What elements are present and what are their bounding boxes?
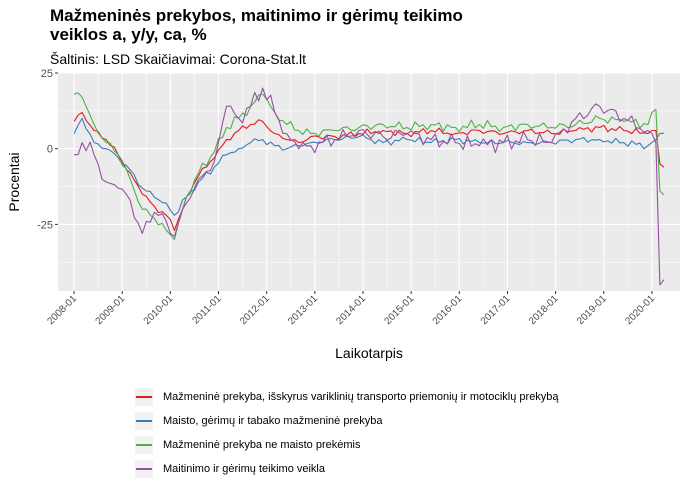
legend-item: Maisto, gėrimų ir tabako mažmeninė preky… bbox=[135, 409, 620, 433]
y-tick-label: 0 bbox=[47, 144, 53, 156]
legend-label: Maitinimo ir gėrimų teikimo veikla bbox=[163, 463, 325, 475]
legend-key bbox=[135, 388, 153, 406]
x-tick-label: 2014-01 bbox=[334, 293, 368, 327]
x-tick-label: 2017-01 bbox=[479, 293, 513, 327]
series-line-2 bbox=[73, 117, 664, 216]
legend-key bbox=[135, 436, 153, 454]
y-tick-label: -25 bbox=[37, 219, 53, 231]
x-tick-label: 2011-01 bbox=[190, 293, 224, 327]
x-tick-label: 2015-01 bbox=[383, 293, 417, 327]
chart-title: Mažmeninės prekybos, maitinimo ir gėrimų… bbox=[50, 6, 463, 44]
x-tick-label: 2016-01 bbox=[431, 293, 465, 327]
x-tick-label: 2009-01 bbox=[94, 293, 128, 327]
x-tick-label: 2013-01 bbox=[286, 293, 320, 327]
x-tick-label: 2010-01 bbox=[142, 293, 176, 327]
series-line-3 bbox=[73, 92, 665, 241]
legend-item: Maitinimo ir gėrimų teikimo veikla bbox=[135, 457, 620, 481]
legend-item: Mažmeninė prekyba ne maisto prekėmis bbox=[135, 433, 620, 457]
x-tick-label: 2018-01 bbox=[527, 293, 561, 327]
y-axis-title: Procentai bbox=[6, 152, 22, 211]
legend-label: Maisto, gėrimų ir tabako mažmeninė preky… bbox=[163, 415, 383, 427]
legend-key bbox=[135, 412, 153, 430]
x-tick-label: 2019-01 bbox=[575, 293, 609, 327]
x-tick-label: 2020-01 bbox=[623, 293, 657, 327]
series-line-4 bbox=[74, 87, 665, 286]
y-tick-label: 25 bbox=[41, 68, 53, 80]
chart-subtitle: Šaltinis: LSD Skaičiavimai: Corona-Stat.… bbox=[50, 51, 306, 67]
x-tick-label: 2012-01 bbox=[238, 293, 272, 327]
legend-item: Mažmeninė prekyba, išskyrus variklinių t… bbox=[135, 385, 620, 409]
legend-label: Mažmeninė prekyba ne maisto prekėmis bbox=[163, 439, 361, 451]
legend-key bbox=[135, 460, 153, 478]
x-tick-label: 2008-01 bbox=[45, 293, 79, 327]
legend-label: Mažmeninė prekyba, išskyrus variklinių t… bbox=[163, 391, 559, 403]
chart-legend: Mažmeninė prekyba, išskyrus variklinių t… bbox=[135, 385, 620, 485]
x-axis-title: Laikotarpis bbox=[335, 345, 403, 361]
plot-panel bbox=[58, 73, 680, 291]
